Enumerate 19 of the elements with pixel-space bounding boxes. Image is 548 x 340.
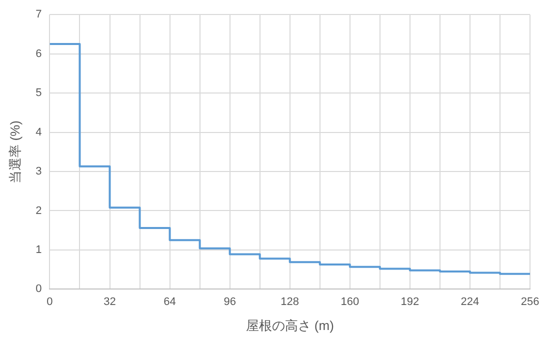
y-tick-label: 3 [36, 166, 42, 178]
x-tick-label: 32 [104, 296, 116, 308]
y-tick-label: 0 [36, 283, 42, 296]
y-tick-label: 4 [36, 126, 42, 138]
x-tick-label: 224 [460, 296, 480, 308]
x-tick-label: 96 [224, 296, 236, 308]
x-tick-label: 256 [520, 296, 540, 308]
x-tick-label: 128 [280, 296, 300, 308]
x-axis-title: 屋根の高さ (m) [246, 318, 334, 333]
y-tick-label: 5 [36, 87, 42, 100]
y-tick-label: 2 [36, 204, 42, 217]
x-tick-label: 0 [46, 296, 53, 308]
y-tick-label: 7 [36, 8, 42, 21]
y-tick-label: 6 [36, 48, 42, 60]
y-tick-label: 1 [36, 244, 42, 256]
x-tick-label: 64 [164, 296, 176, 308]
y-axis-title: 当選率 (%) [7, 120, 22, 184]
x-tick-label: 192 [400, 296, 420, 308]
x-tick-label: 160 [340, 296, 360, 308]
